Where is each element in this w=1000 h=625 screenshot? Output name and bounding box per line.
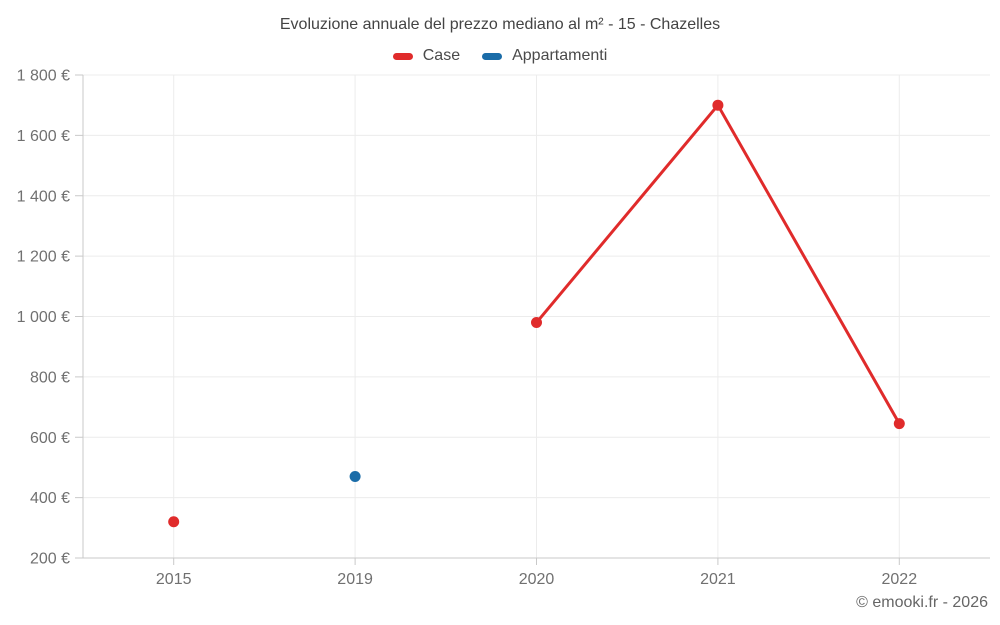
y-tick-label: 600 € xyxy=(30,430,70,447)
y-tick-label: 400 € xyxy=(30,490,70,507)
y-tick-label: 1 400 € xyxy=(17,188,70,205)
data-point-appartamenti[interactable] xyxy=(349,470,361,482)
copyright-note: © emooki.fr - 2026 xyxy=(856,594,988,611)
series-line-case xyxy=(716,103,901,426)
y-tick-label: 200 € xyxy=(30,551,70,568)
x-tick-label: 2019 xyxy=(337,571,373,588)
chart-legend: Case Appartamenti xyxy=(0,45,1000,67)
x-tick-label: 2021 xyxy=(700,571,736,588)
data-point-case[interactable] xyxy=(893,418,905,430)
x-tick-label: 2022 xyxy=(882,571,918,588)
y-tick-label: 1 000 € xyxy=(17,309,70,326)
y-tick-label: 800 € xyxy=(30,369,70,386)
y-tick-label: 1 200 € xyxy=(17,249,70,266)
legend-item-appartamenti[interactable]: Appartamenti xyxy=(482,47,607,65)
legend-swatch-case xyxy=(392,52,413,60)
series-line-case xyxy=(535,103,720,325)
legend-swatch-appartamenti xyxy=(482,52,503,60)
data-point-case[interactable] xyxy=(712,99,724,111)
legend-item-case[interactable]: Case xyxy=(392,47,461,65)
y-tick-label: 1 800 € xyxy=(17,68,70,85)
chart-title: Evoluzione annuale del prezzo mediano al… xyxy=(279,16,721,33)
data-point-case[interactable] xyxy=(168,516,180,528)
x-tick-label: 2020 xyxy=(519,571,555,588)
y-tick-label: 1 600 € xyxy=(17,128,70,145)
x-tick-label: 2015 xyxy=(156,571,192,588)
legend-label: Case xyxy=(422,47,461,64)
data-point-case[interactable] xyxy=(531,317,542,329)
legend-label: Appartamenti xyxy=(512,47,608,64)
